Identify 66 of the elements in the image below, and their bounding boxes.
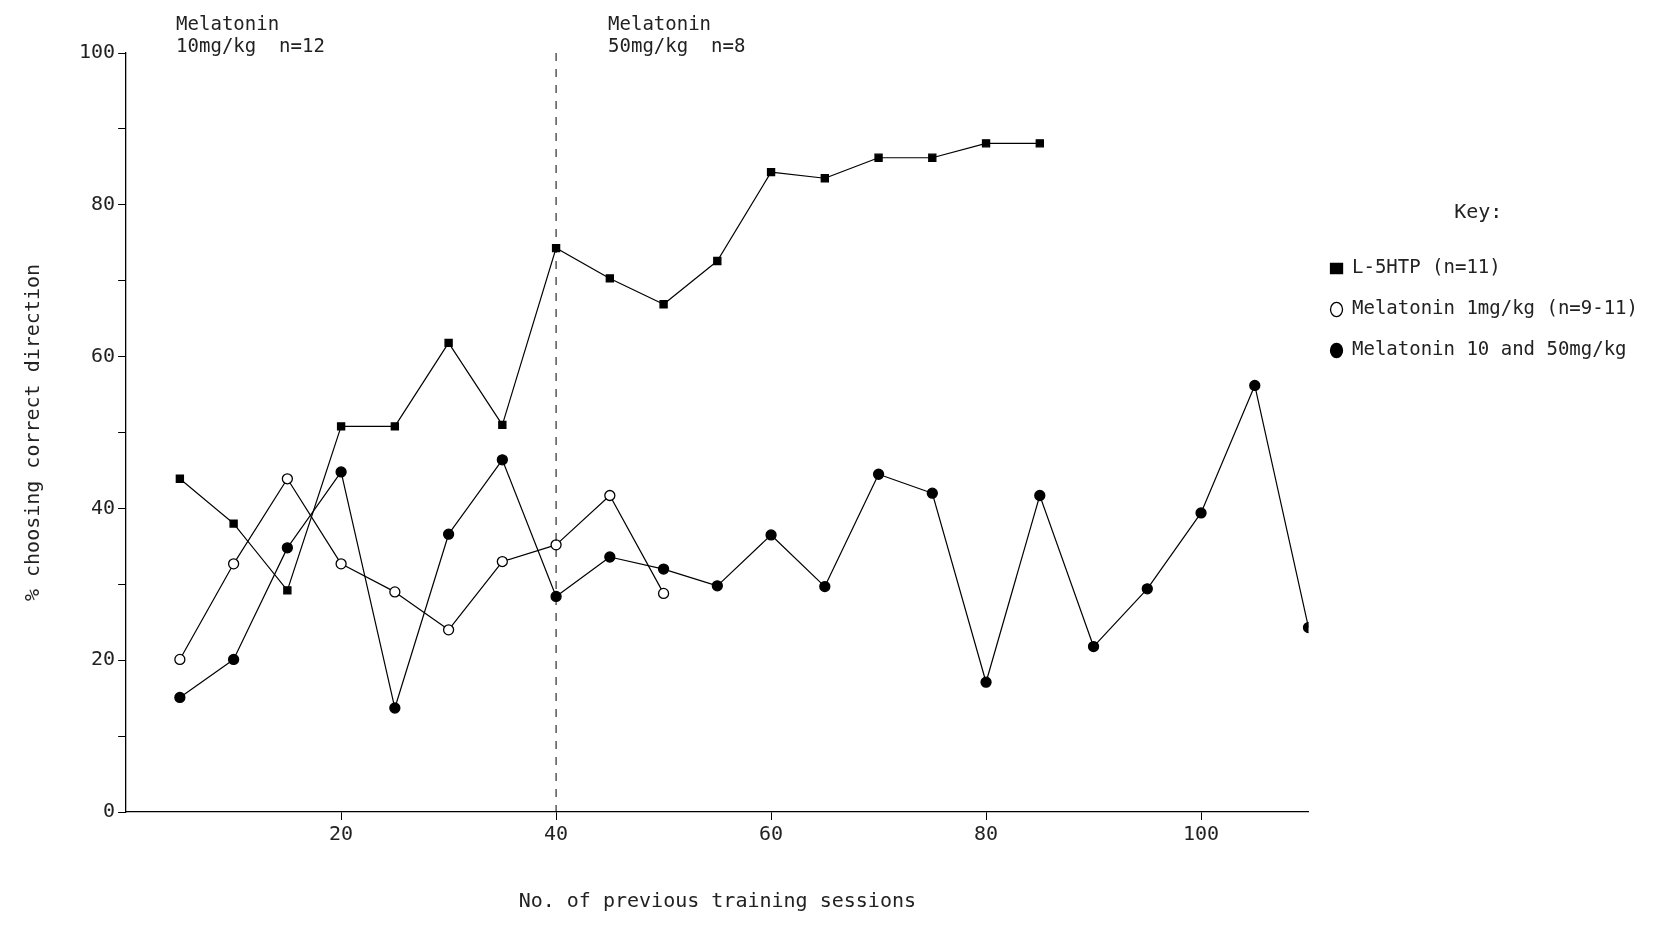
y-tick-label: 40 <box>91 494 116 519</box>
point <box>604 551 616 563</box>
x-tick-label: 60 <box>759 821 784 846</box>
point <box>227 558 240 570</box>
point <box>605 274 615 283</box>
point <box>389 586 401 598</box>
point <box>980 676 992 688</box>
y-tick-label: 60 <box>91 342 116 367</box>
point <box>657 587 670 600</box>
y-tick-label: 0 <box>103 798 116 823</box>
point <box>657 563 670 575</box>
point <box>389 702 401 714</box>
point <box>874 153 883 162</box>
legend-label: Melatonin 10 and 50mg/kg <box>1352 337 1627 360</box>
annotation: Melatonin 10mg/kg n=12 <box>176 12 325 57</box>
point <box>174 653 186 666</box>
point <box>766 167 776 177</box>
point <box>604 489 616 502</box>
point <box>336 422 346 431</box>
point <box>1034 489 1046 502</box>
point <box>713 256 722 266</box>
point <box>820 174 829 183</box>
x-tick-label: 40 <box>544 821 569 846</box>
y-axis-title: % choosing correct direction <box>20 263 45 602</box>
point <box>444 338 453 348</box>
annotation: Melatonin 50mg/kg n=8 <box>608 12 746 57</box>
point <box>765 529 777 541</box>
point <box>442 528 455 540</box>
y-tick-label: 20 <box>91 646 116 671</box>
point <box>981 139 991 148</box>
point <box>1035 139 1044 148</box>
legend-title: Key: <box>1454 199 1503 224</box>
point <box>498 420 507 430</box>
point <box>174 691 186 704</box>
point <box>1087 640 1100 653</box>
point <box>550 539 562 551</box>
point <box>442 624 455 636</box>
x-tick-label: 100 <box>1182 821 1220 846</box>
point <box>335 558 347 570</box>
point <box>496 454 508 466</box>
point <box>819 580 831 593</box>
point <box>928 153 937 162</box>
point <box>659 300 668 309</box>
legend-label: Melatonin 1mg/kg (n=9-11) <box>1352 296 1639 319</box>
point <box>283 586 292 595</box>
point <box>926 487 938 499</box>
point <box>390 422 400 431</box>
point <box>281 542 294 554</box>
x-tick-label: 80 <box>974 821 999 846</box>
point <box>711 580 723 592</box>
point <box>550 590 562 603</box>
point <box>229 519 238 528</box>
point <box>281 473 294 485</box>
x-axis-title: No. of previous training sessions <box>518 888 916 913</box>
point <box>1141 583 1153 595</box>
point <box>335 466 347 478</box>
y-tick-label: 80 <box>91 191 116 215</box>
x-tick-label: 20 <box>329 821 354 846</box>
point <box>872 468 885 480</box>
point <box>175 474 185 483</box>
point <box>496 555 508 568</box>
legend-label: L-5HTP (n=11) <box>1352 255 1501 278</box>
point <box>227 653 240 666</box>
point <box>1249 379 1261 392</box>
y-tick-label: 100 <box>79 39 116 64</box>
point <box>1195 507 1207 519</box>
